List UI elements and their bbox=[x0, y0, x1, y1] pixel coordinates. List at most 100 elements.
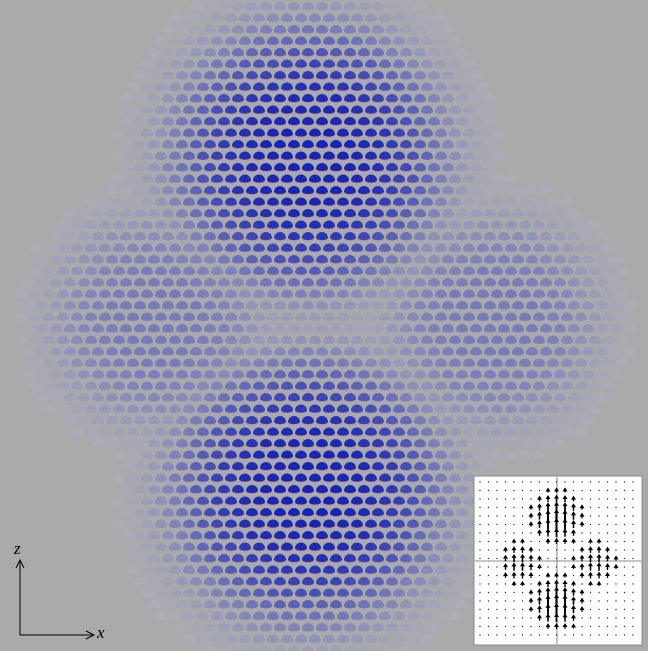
inset-dot bbox=[530, 541, 531, 542]
inset-dot bbox=[564, 558, 565, 559]
inset-dot bbox=[624, 507, 625, 508]
inset-dot bbox=[513, 507, 514, 508]
inset-dot bbox=[624, 490, 625, 491]
inset-dot bbox=[505, 481, 506, 482]
inset-dot bbox=[488, 549, 489, 550]
inset-dot bbox=[496, 575, 497, 576]
inset-dot bbox=[590, 634, 591, 635]
x-label: x bbox=[96, 623, 105, 642]
inset-frame bbox=[474, 476, 642, 645]
inset-dot bbox=[505, 532, 506, 533]
inset-dot bbox=[522, 617, 523, 618]
inset-dot bbox=[607, 617, 608, 618]
inset-dot bbox=[615, 609, 616, 610]
inset-dot bbox=[556, 634, 557, 635]
inset-dot bbox=[530, 498, 531, 499]
inset-dot bbox=[590, 515, 591, 516]
inset-dot bbox=[513, 524, 514, 525]
inset-dot bbox=[539, 634, 540, 635]
inset-dot bbox=[496, 558, 497, 559]
inset-dot bbox=[479, 566, 480, 567]
inset-dot bbox=[581, 490, 582, 491]
inset-dot bbox=[488, 592, 489, 593]
inset-dot bbox=[539, 626, 540, 627]
inset-dot bbox=[607, 541, 608, 542]
inset-dot bbox=[607, 498, 608, 499]
inset-dot bbox=[479, 498, 480, 499]
inset-dot bbox=[522, 609, 523, 610]
inset-dot bbox=[624, 617, 625, 618]
inset-dot bbox=[615, 600, 616, 601]
inset-dot bbox=[607, 532, 608, 533]
inset-dot bbox=[488, 541, 489, 542]
inset-dot bbox=[590, 490, 591, 491]
inset-dot bbox=[598, 626, 599, 627]
inset-dot bbox=[522, 592, 523, 593]
inset-dot bbox=[573, 481, 574, 482]
inset-dot bbox=[590, 524, 591, 525]
inset-dot bbox=[513, 634, 514, 635]
inset-dot bbox=[598, 524, 599, 525]
inset-dot bbox=[632, 583, 633, 584]
inset-dot bbox=[624, 583, 625, 584]
inset-dot bbox=[615, 507, 616, 508]
inset-dot bbox=[624, 609, 625, 610]
inset-dot bbox=[581, 498, 582, 499]
inset-dot bbox=[590, 532, 591, 533]
inset-dot bbox=[513, 592, 514, 593]
inset-dot bbox=[632, 575, 633, 576]
inset-dot bbox=[488, 558, 489, 559]
inset-dot bbox=[624, 498, 625, 499]
inset-dot bbox=[607, 490, 608, 491]
inset-dot bbox=[624, 532, 625, 533]
inset-dot bbox=[479, 609, 480, 610]
inset-dot bbox=[590, 609, 591, 610]
inset-dot bbox=[496, 549, 497, 550]
inset-dot bbox=[496, 507, 497, 508]
inset-dot bbox=[488, 626, 489, 627]
inset-dot bbox=[564, 566, 565, 567]
inset-dot bbox=[598, 592, 599, 593]
inset-dot bbox=[590, 481, 591, 482]
inset-dot bbox=[632, 626, 633, 627]
inset-dot bbox=[607, 507, 608, 508]
inset-dot bbox=[624, 558, 625, 559]
inset-dot bbox=[513, 515, 514, 516]
inset-dot bbox=[615, 549, 616, 550]
inset-dot bbox=[632, 600, 633, 601]
inset-dot bbox=[632, 524, 633, 525]
inset-dot bbox=[522, 626, 523, 627]
inset-dot bbox=[547, 634, 548, 635]
inset-dot bbox=[513, 600, 514, 601]
inset-dot bbox=[615, 592, 616, 593]
inset-dot bbox=[479, 549, 480, 550]
inset-dot bbox=[564, 634, 565, 635]
inset-dot bbox=[505, 617, 506, 618]
inset-dot bbox=[615, 532, 616, 533]
inset-dot bbox=[522, 507, 523, 508]
inset-dot bbox=[505, 490, 506, 491]
inset-dot bbox=[573, 575, 574, 576]
inset-dot bbox=[581, 634, 582, 635]
inset-dot bbox=[573, 634, 574, 635]
inset-dot bbox=[632, 566, 633, 567]
inset-dot bbox=[479, 617, 480, 618]
inset-dot bbox=[513, 481, 514, 482]
figure: z x bbox=[0, 0, 648, 651]
inset-dot bbox=[530, 532, 531, 533]
inset-dot bbox=[479, 600, 480, 601]
inset-dot bbox=[496, 541, 497, 542]
inset-dot bbox=[573, 490, 574, 491]
inset-dot bbox=[547, 549, 548, 550]
inset-dot bbox=[556, 481, 557, 482]
inset-dot bbox=[632, 481, 633, 482]
inset-dot bbox=[598, 617, 599, 618]
inset-dot bbox=[624, 524, 625, 525]
inset-dot bbox=[615, 575, 616, 576]
inset-dot bbox=[615, 498, 616, 499]
inset-dot bbox=[573, 549, 574, 550]
inset-dot bbox=[479, 532, 480, 533]
inset-dot bbox=[615, 515, 616, 516]
inset-dot bbox=[488, 481, 489, 482]
inset-dot bbox=[632, 549, 633, 550]
